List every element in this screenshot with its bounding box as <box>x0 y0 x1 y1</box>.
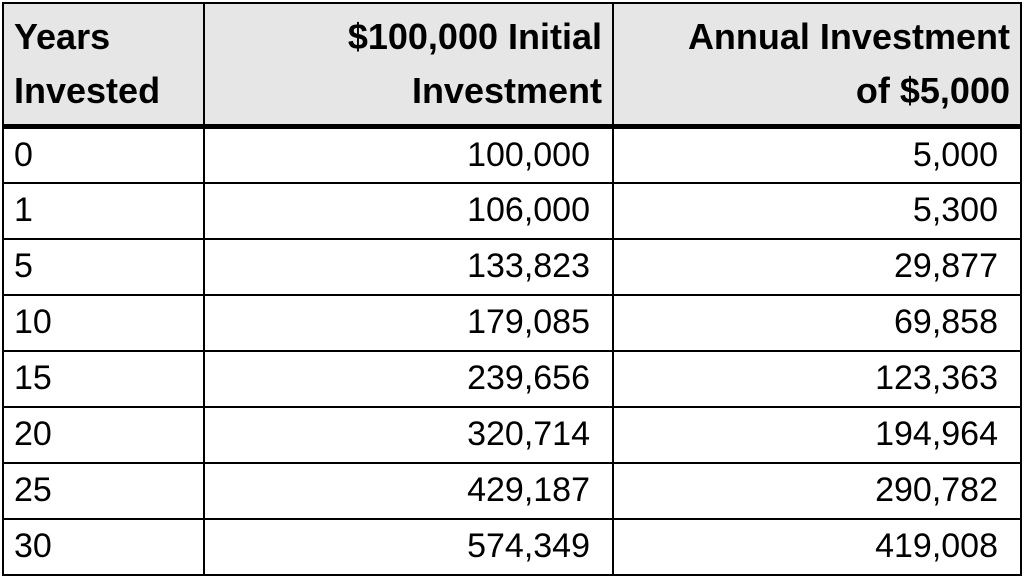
cell-years: 1 <box>2 181 205 240</box>
cell-initial-investment: 106,000 <box>203 181 614 240</box>
table-row: 5 133,823 29,877 <box>2 237 1022 296</box>
cell-annual-investment: 290,782 <box>612 461 1022 520</box>
header-line: of $5,000 <box>855 70 1010 111</box>
cell-initial-investment: 239,656 <box>203 349 614 408</box>
header-line: $100,000 Initial <box>347 16 602 57</box>
header-line: Invested <box>14 70 161 111</box>
cell-initial-investment: 100,000 <box>203 125 614 184</box>
cell-annual-investment: 419,008 <box>612 517 1022 576</box>
cell-annual-investment: 69,858 <box>612 293 1022 352</box>
cell-initial-investment: 574,349 <box>203 517 614 576</box>
header-initial-investment: $100,000 Initial Investment <box>203 2 614 129</box>
cell-initial-investment: 179,085 <box>203 293 614 352</box>
cell-annual-investment: 194,964 <box>612 405 1022 464</box>
cell-initial-investment: 320,714 <box>203 405 614 464</box>
cell-initial-investment: 429,187 <box>203 461 614 520</box>
table-body: 0 100,000 5,000 1 106,000 5,300 5 133,82… <box>2 125 1022 576</box>
cell-annual-investment: 5,000 <box>612 125 1022 184</box>
cell-annual-investment: 123,363 <box>612 349 1022 408</box>
header-annual-investment: Annual Investment of $5,000 <box>612 2 1022 129</box>
table-row: 25 429,187 290,782 <box>2 461 1022 520</box>
cell-years: 15 <box>2 349 205 408</box>
header-line: Investment <box>411 70 602 111</box>
header-line: Annual Investment <box>687 16 1010 57</box>
table-row: 30 574,349 419,008 <box>2 517 1022 576</box>
table-row: 1 106,000 5,300 <box>2 181 1022 240</box>
cell-years: 5 <box>2 237 205 296</box>
table-header: Years Invested $100,000 Initial Investme… <box>2 2 1022 129</box>
table-row: 0 100,000 5,000 <box>2 125 1022 184</box>
cell-years: 0 <box>2 125 205 184</box>
cell-years: 25 <box>2 461 205 520</box>
cell-annual-investment: 5,300 <box>612 181 1022 240</box>
cell-initial-investment: 133,823 <box>203 237 614 296</box>
cell-annual-investment: 29,877 <box>612 237 1022 296</box>
cell-years: 20 <box>2 405 205 464</box>
cell-years: 10 <box>2 293 205 352</box>
header-line: Years <box>14 16 111 57</box>
table-row: 20 320,714 194,964 <box>2 405 1022 464</box>
header-years-invested: Years Invested <box>2 2 205 129</box>
header-row: Years Invested $100,000 Initial Investme… <box>2 2 1022 129</box>
table-row: 10 179,085 69,858 <box>2 293 1022 352</box>
cell-years: 30 <box>2 517 205 576</box>
table-row: 15 239,656 123,363 <box>2 349 1022 408</box>
